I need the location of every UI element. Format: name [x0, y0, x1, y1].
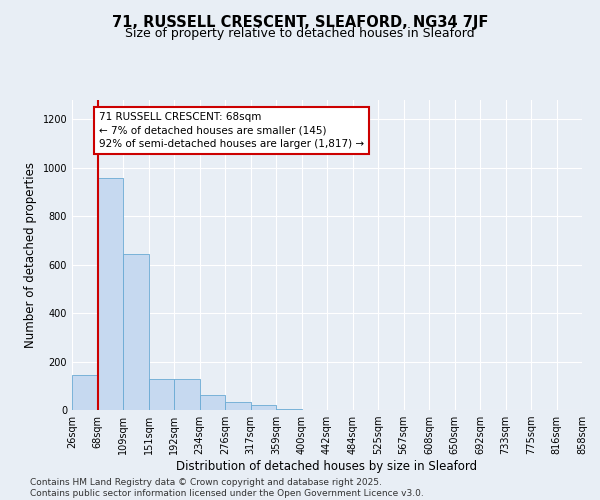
Y-axis label: Number of detached properties: Number of detached properties	[24, 162, 37, 348]
Text: 71, RUSSELL CRESCENT, SLEAFORD, NG34 7JF: 71, RUSSELL CRESCENT, SLEAFORD, NG34 7JF	[112, 15, 488, 30]
Bar	[199, 396, 225, 410]
Bar	[225, 402, 251, 410]
Text: Size of property relative to detached houses in Sleaford: Size of property relative to detached ho…	[125, 28, 475, 40]
Bar	[149, 378, 174, 410]
X-axis label: Distribution of detached houses by size in Sleaford: Distribution of detached houses by size …	[176, 460, 478, 473]
Bar	[174, 378, 199, 410]
Bar	[72, 375, 97, 410]
Bar	[251, 405, 276, 410]
Bar	[97, 178, 123, 410]
Text: Contains HM Land Registry data © Crown copyright and database right 2025.
Contai: Contains HM Land Registry data © Crown c…	[30, 478, 424, 498]
Bar	[276, 409, 302, 410]
Text: 71 RUSSELL CRESCENT: 68sqm
← 7% of detached houses are smaller (145)
92% of semi: 71 RUSSELL CRESCENT: 68sqm ← 7% of detac…	[99, 112, 364, 148]
Bar	[123, 254, 149, 410]
